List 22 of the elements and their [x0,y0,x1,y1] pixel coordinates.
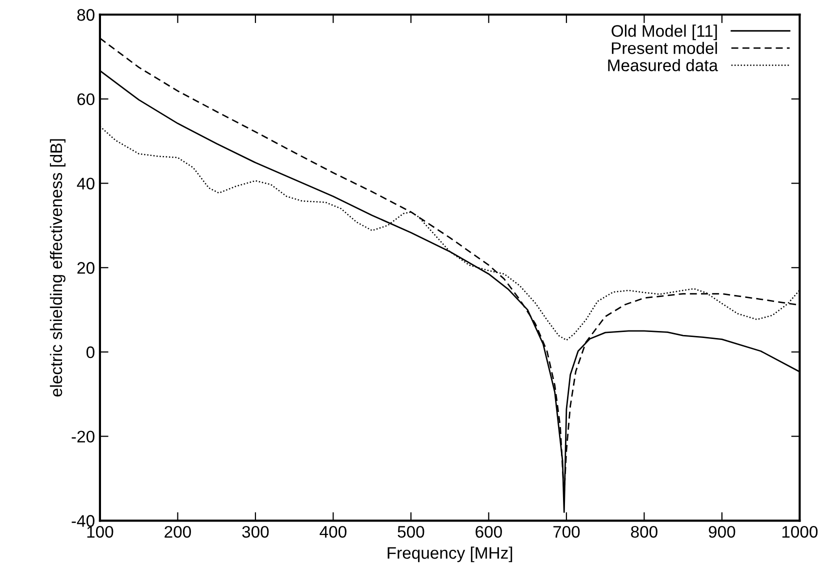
y-tick-label: 60 [77,93,94,106]
x-tick-label: 100 [87,526,114,538]
x-axis-title: Frequency [MHz] [388,546,512,562]
y-axis-title: electric shielding effectiveness [dB] [50,139,66,396]
x-tick-label: 300 [242,526,269,538]
y-tick-label: -20 [72,430,94,443]
y-tick-label: 40 [76,178,94,190]
y-tick-label: 20 [77,262,94,274]
legend-label: Present model [612,42,717,54]
x-tick-label: 600 [476,526,502,538]
x-tick-label: 700 [553,526,580,538]
y-tick-label: -40 [72,515,94,527]
legend-label: Old Model [11] [612,24,717,40]
x-tick-label: 500 [398,526,424,538]
x-tick-label: 400 [320,526,346,538]
x-tick-label: 800 [631,526,658,538]
x-tick-label: 200 [164,526,191,538]
y-tick-label: 0 [86,346,94,358]
x-tick-label: 1000 [782,526,818,538]
y-tick-label: 80 [77,9,94,21]
legend-label: Measured data [608,59,718,72]
x-tick-label: 900 [708,526,736,538]
